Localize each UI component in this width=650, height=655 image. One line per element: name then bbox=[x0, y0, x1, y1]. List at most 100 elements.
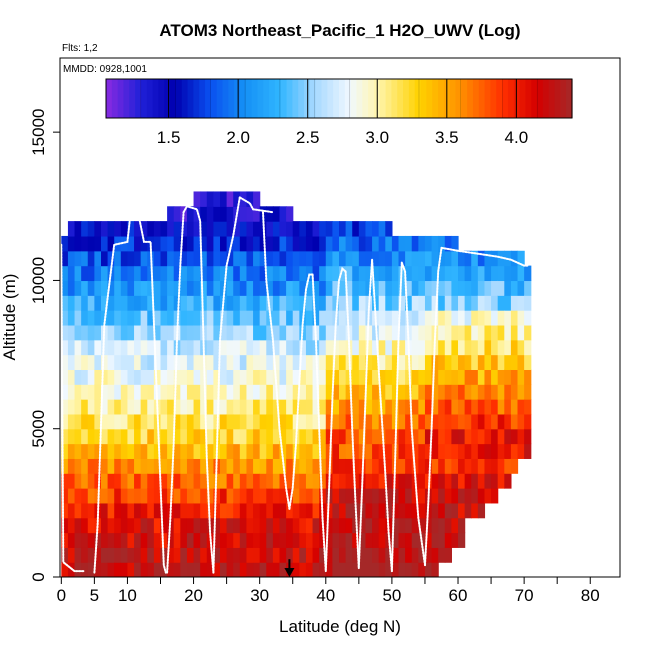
heatmap-cell bbox=[253, 562, 261, 577]
heatmap-cell bbox=[200, 517, 208, 534]
heatmap-cell bbox=[405, 473, 413, 489]
heatmap-cell bbox=[74, 280, 82, 296]
heatmap-cell bbox=[200, 547, 208, 563]
heatmap-cell bbox=[372, 458, 380, 474]
heatmap-cell bbox=[134, 488, 142, 504]
heatmap-cell bbox=[312, 473, 320, 489]
heatmap-cell bbox=[358, 517, 367, 534]
heatmap-cell bbox=[497, 473, 505, 489]
heatmap-cell bbox=[418, 502, 426, 519]
heatmap-cell bbox=[107, 502, 115, 519]
heatmap-cell bbox=[173, 473, 181, 489]
heatmap-cell bbox=[352, 532, 360, 548]
heatmap-cell bbox=[345, 458, 353, 474]
heatmap-cell bbox=[253, 458, 261, 474]
heatmap-cell bbox=[120, 517, 129, 534]
heatmap-cell bbox=[167, 235, 175, 252]
heatmap-cell bbox=[424, 310, 433, 326]
heatmap-cell bbox=[339, 384, 347, 400]
heatmap-cell bbox=[193, 250, 201, 267]
heatmap-cell bbox=[292, 250, 300, 267]
heatmap-cell bbox=[61, 339, 69, 356]
heatmap-cell bbox=[253, 428, 261, 445]
heatmap-cell bbox=[339, 221, 347, 237]
heatmap-cell bbox=[226, 473, 234, 489]
heatmap-cell bbox=[451, 324, 459, 341]
heatmap-cell bbox=[74, 235, 82, 252]
heatmap-cell bbox=[352, 295, 360, 311]
heatmap-cell bbox=[140, 488, 148, 504]
heatmap-cell bbox=[266, 339, 274, 356]
heatmap-cell bbox=[464, 369, 472, 385]
heatmap-cell bbox=[272, 458, 281, 474]
heatmap-cell bbox=[127, 280, 135, 296]
y-tick-label: 0 bbox=[29, 572, 48, 581]
heatmap-cell bbox=[81, 458, 89, 474]
heatmap-cell bbox=[246, 206, 254, 222]
heatmap-cell bbox=[94, 399, 102, 415]
heatmap-cell bbox=[147, 428, 155, 445]
heatmap-cell bbox=[81, 369, 89, 385]
colorbar-swatch bbox=[507, 79, 515, 118]
colorbar-swatch bbox=[537, 79, 544, 118]
heatmap-cell bbox=[100, 384, 109, 400]
heatmap-cell bbox=[180, 265, 188, 282]
heatmap-cell bbox=[319, 547, 327, 563]
heatmap-cell bbox=[272, 517, 281, 534]
heatmap-cell bbox=[286, 235, 294, 252]
heatmap-cell bbox=[286, 547, 294, 563]
heatmap-cell bbox=[352, 369, 360, 385]
heatmap-cell bbox=[484, 443, 492, 459]
heatmap-cell bbox=[253, 488, 261, 504]
heatmap-cell bbox=[193, 413, 201, 430]
heatmap-cell bbox=[391, 532, 400, 548]
heatmap-cell bbox=[398, 250, 406, 267]
heatmap-cell bbox=[120, 354, 129, 370]
heatmap-cell bbox=[345, 250, 353, 267]
heatmap-cell bbox=[305, 443, 314, 459]
heatmap-cell bbox=[100, 221, 109, 237]
heatmap-cell bbox=[345, 235, 353, 252]
heatmap-cell bbox=[292, 473, 300, 489]
heatmap-cell bbox=[372, 354, 380, 370]
heatmap-cell bbox=[325, 443, 333, 459]
heatmap-cell bbox=[424, 339, 433, 356]
heatmap-cell bbox=[319, 413, 327, 430]
x-axis-label: Latitude (deg N) bbox=[279, 617, 401, 636]
heatmap-cell bbox=[180, 369, 188, 385]
heatmap-cell bbox=[299, 443, 307, 459]
heatmap-cell bbox=[147, 473, 155, 489]
heatmap-cell bbox=[220, 458, 228, 474]
heatmap-cell bbox=[114, 221, 122, 237]
colorbar-swatch bbox=[193, 79, 200, 118]
colorbar-swatch bbox=[519, 79, 526, 118]
heatmap-cell bbox=[358, 354, 367, 370]
heatmap-cell bbox=[279, 265, 287, 282]
heatmap-cell bbox=[239, 399, 248, 415]
heatmap-cell bbox=[147, 354, 155, 370]
heatmap-cell bbox=[279, 384, 287, 400]
heatmap-cell bbox=[312, 280, 320, 296]
heatmap-cell bbox=[167, 517, 175, 534]
heatmap-cell bbox=[299, 369, 307, 385]
heatmap-cell bbox=[444, 324, 452, 341]
heatmap-cell bbox=[438, 265, 446, 282]
heatmap-cell bbox=[365, 399, 373, 415]
heatmap-cell bbox=[193, 339, 201, 356]
heatmap-cell bbox=[405, 235, 413, 252]
heatmap-cell bbox=[147, 399, 155, 415]
heatmap-cell bbox=[107, 473, 115, 489]
heatmap-cell bbox=[458, 354, 466, 370]
heatmap-cell bbox=[127, 384, 135, 400]
heatmap-cell bbox=[213, 280, 221, 296]
heatmap-cell bbox=[206, 265, 214, 282]
heatmap-cell bbox=[200, 413, 208, 430]
heatmap-cell bbox=[272, 339, 281, 356]
heatmap-cell bbox=[497, 339, 505, 356]
heatmap-cell bbox=[491, 473, 499, 489]
heatmap-cell bbox=[424, 369, 433, 385]
heatmap-cell bbox=[120, 339, 129, 356]
heatmap-cell bbox=[411, 502, 419, 519]
heatmap-cell bbox=[391, 324, 400, 341]
